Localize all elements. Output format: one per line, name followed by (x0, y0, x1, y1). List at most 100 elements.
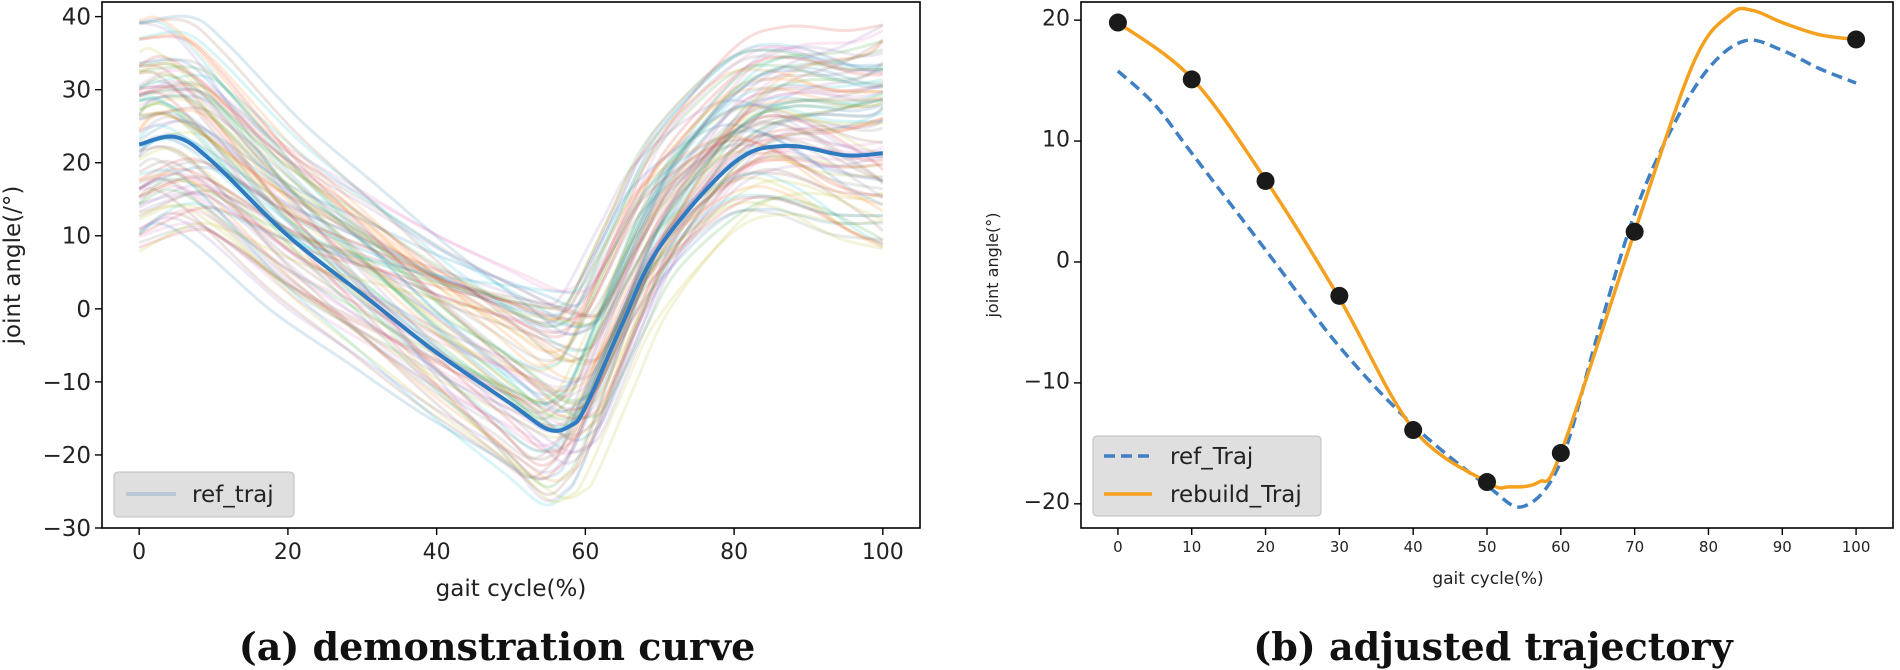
demonstration-line (138, 44, 884, 295)
demonstration-line (138, 131, 884, 407)
panel-a-x-tick-label: 0 (132, 540, 146, 565)
panel-a-legend-label: ref_traj (192, 482, 274, 508)
demonstration-line (139, 58, 884, 405)
panel-b-y-tick-label: −10 (1024, 369, 1070, 394)
demonstration-line (138, 83, 884, 405)
panel-b-x-tick-label: 30 (1330, 538, 1349, 556)
demonstration-line (139, 64, 884, 467)
demonstration-line (138, 159, 883, 428)
panel-b: 0 10 20 30 40 50 60 70 80 90 100 −20 −10 0 10 20 gait … (983, 1, 1894, 669)
panel-a-x-tick-label: 100 (862, 540, 904, 565)
panel-a-plot-frame (101, 1, 921, 529)
demonstration-line (138, 68, 883, 324)
demonstration-line (138, 97, 884, 393)
demonstration-line (138, 66, 884, 421)
control-point (1182, 70, 1201, 89)
panel-a-demonstration-lines (137, 14, 884, 507)
demonstration-line (138, 154, 883, 440)
demonstration-line (138, 65, 883, 329)
demonstration-line (138, 101, 883, 373)
panel-a-mean-line (138, 134, 883, 433)
demonstration-line (138, 14, 883, 337)
panel-b-control-points (1108, 13, 1866, 492)
demonstration-line (139, 65, 884, 420)
demonstration-line (138, 95, 883, 453)
demonstration-line (138, 146, 884, 455)
demonstration-line (138, 191, 884, 500)
demonstration-line (138, 39, 884, 496)
panel-b-x-tick-label: 90 (1773, 538, 1792, 556)
control-point (1108, 13, 1127, 32)
demonstration-line (138, 79, 884, 363)
panel-a-caption: (a) demonstration curve (239, 624, 756, 669)
demonstration-line (138, 207, 883, 481)
panel-b-x-tick-label: 80 (1699, 538, 1718, 556)
demonstration-line (139, 17, 884, 363)
demonstration-line (138, 111, 884, 507)
panel-b-y-label: joint angle(°) (983, 212, 1002, 318)
demonstration-line (138, 97, 884, 362)
panel-a-x-tick-label: 60 (571, 540, 599, 565)
panel-b-y-tick-label: 0 (1056, 248, 1070, 273)
panel-a-x-ticks: 0 20 40 60 80 100 (132, 528, 904, 565)
demonstration-line (138, 55, 883, 329)
panel-b-y-tick-label: −20 (1024, 490, 1070, 515)
demonstration-line (138, 90, 884, 399)
panel-b-x-tick-label: 0 (1113, 538, 1123, 556)
panel-b-x-tick-label: 70 (1625, 538, 1644, 556)
panel-a-y-tick-label: −30 (42, 516, 91, 542)
demonstration-line (138, 70, 883, 504)
demonstration-line (138, 177, 883, 454)
demonstration-line (138, 91, 884, 384)
panel-a-y-label: joint angle(/°) (0, 186, 26, 346)
demonstration-line (138, 15, 883, 368)
ref-traj-line (1116, 38, 1857, 509)
panel-a-x-tick-label: 20 (274, 540, 302, 565)
demonstration-line (138, 21, 884, 503)
demonstration-line (139, 37, 884, 440)
demonstration-line (138, 119, 884, 308)
demonstration-line (138, 90, 884, 429)
demonstration-line (139, 94, 884, 442)
panel-b-x-tick-label: 50 (1477, 538, 1496, 556)
demonstration-line (139, 33, 884, 381)
control-point (1478, 473, 1496, 492)
panel-a-legend-box (113, 471, 295, 518)
control-point (1625, 222, 1644, 241)
panel-b-lines (1116, 6, 1857, 509)
control-point (1330, 286, 1349, 305)
panel-a-y-tick-label: 40 (62, 5, 91, 31)
demonstration-line (138, 109, 884, 327)
demonstration-line (138, 80, 884, 310)
demonstration-line (138, 62, 883, 354)
demonstration-line (139, 20, 884, 407)
panel-a-legend: ref_traj (113, 471, 295, 518)
demonstration-line (138, 63, 883, 329)
demonstration-line (138, 48, 883, 318)
demonstration-line (138, 29, 884, 389)
panel-a-x-tick-label: 40 (423, 540, 451, 565)
demonstration-line (138, 97, 884, 479)
demonstration-line (139, 90, 884, 481)
demonstration-line (138, 84, 884, 394)
demonstration-line (138, 114, 884, 319)
panel-a-y-tick-label: 10 (62, 224, 91, 250)
demonstration-line (137, 98, 884, 325)
panel-b-legend-label-rebuild: rebuild_Traj (1170, 482, 1302, 508)
demonstration-line (139, 70, 883, 461)
demonstration-line (139, 84, 883, 454)
panel-b-legend-label-ref: ref_Traj (1170, 444, 1253, 470)
demonstration-line (138, 54, 883, 328)
panel-a-y-tick-label: −20 (42, 443, 91, 469)
demonstration-line (138, 133, 884, 326)
demonstration-line (139, 61, 884, 465)
demonstration-line (139, 35, 884, 411)
demonstration-line (138, 24, 884, 474)
demonstration-line (138, 107, 884, 437)
demonstration-line (138, 48, 883, 310)
panel-b-x-tick-label: 20 (1256, 538, 1275, 556)
demonstration-line (138, 42, 883, 294)
panel-b-y-tick-label: 20 (1042, 7, 1070, 32)
demonstration-line (138, 81, 884, 318)
